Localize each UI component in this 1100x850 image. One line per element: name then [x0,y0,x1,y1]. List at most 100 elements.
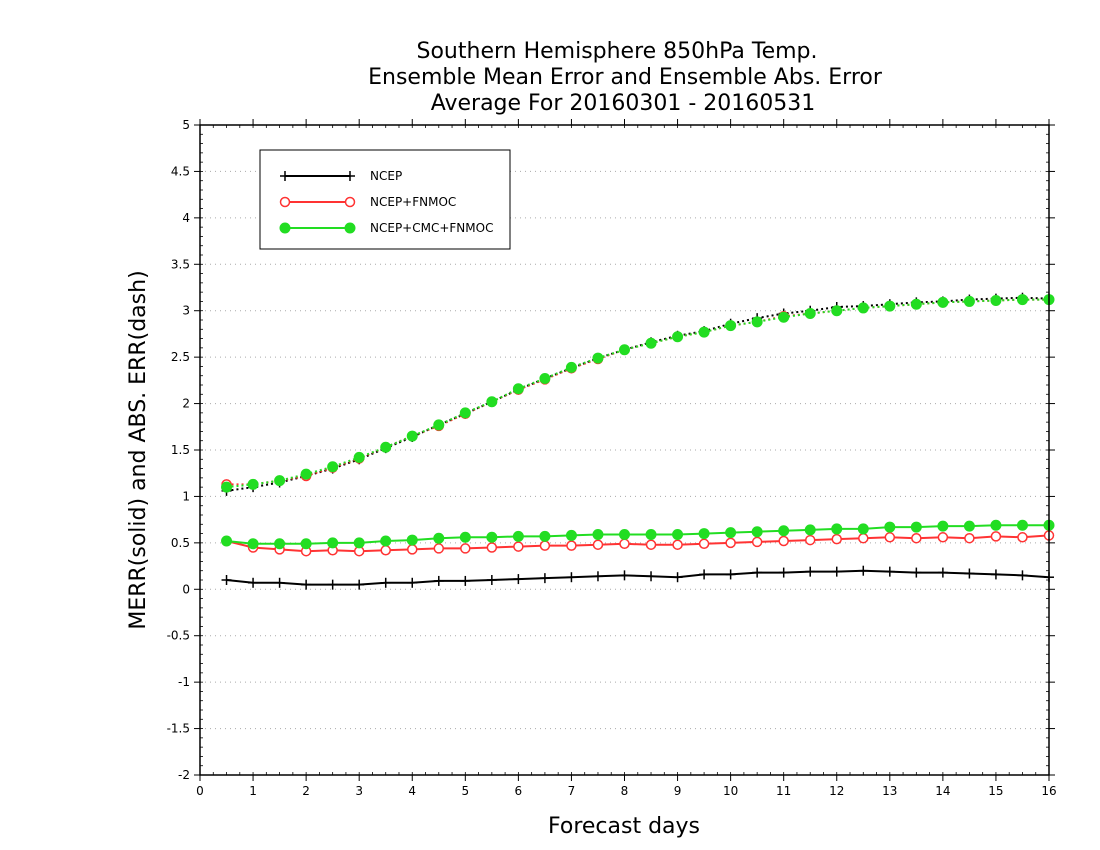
merr-point [380,545,391,556]
merr-point [1016,519,1028,531]
merr-point [592,571,603,582]
merr-point [539,540,551,551]
x-tick-label: 4 [408,784,416,798]
legend-item: NCEP [280,169,402,183]
merr-point [1017,532,1028,543]
legend-box [259,149,511,250]
merr-point [672,539,683,550]
legend-item: NCEP+CMC+FNMOC [279,221,493,235]
merr-point [698,528,710,540]
merr-line [226,524,1049,545]
abs-err-point [433,419,445,431]
x-tick-label: 13 [882,784,897,798]
abs-err-point [406,430,418,442]
x-tick-label: 6 [515,784,523,798]
legend-marker [279,222,291,234]
merr-point [884,566,895,577]
merr-point [858,565,869,576]
merr-point [486,531,498,543]
merr-point [672,572,683,583]
merr-point [645,539,657,550]
merr-point [804,534,816,546]
merr-point [725,527,737,539]
abs-err-point [512,383,524,395]
abs-err-point [857,302,869,314]
merr-point [539,530,551,542]
legend-items: NCEP NCEP+FNMOC NCEP+CMC+FNMOC [279,169,493,235]
merr-point [990,531,1002,542]
plot-frame [199,124,1050,776]
merr-point [486,575,497,585]
merr-point [433,543,445,554]
merr-point [565,529,577,541]
x-tick-label: 8 [621,784,629,798]
merr-point [778,535,789,547]
merr-point [805,566,816,577]
y-axis-label: MERR(solid) and ABS. ERR(dash) [126,270,151,629]
merr-point [327,537,339,549]
merr-point [354,579,365,590]
merr-point [937,532,949,543]
merr-point [248,577,259,588]
x-tick-label: 10 [723,784,738,798]
x-tick-label: 12 [829,784,844,798]
merr-point [539,573,550,584]
legend-label: NCEP+FNMOC [370,195,456,209]
abs-err-point [804,308,816,319]
merr-point [433,532,445,544]
abs-err-point [751,316,763,328]
abs-err-point [353,451,365,463]
merr-point [512,530,524,542]
y-tick-label: 1.5 [171,443,190,457]
merr-point [911,532,922,544]
merr-point [778,525,790,537]
merr-point [672,529,684,540]
x-tick-label: 5 [461,784,469,798]
title-line-2: Ensemble Mean Error and Ensemble Abs. Er… [368,65,883,90]
merr-point [619,538,630,550]
y-tick-label: -0.5 [167,629,190,643]
y-tick-label: 4 [182,211,190,225]
title-line-3: Average For 20160301 - 20160531 [431,91,816,116]
merr-point [937,520,949,532]
x-tick-label: 2 [302,784,310,798]
abs-err-point [1016,294,1028,306]
y-tick-label: 4.5 [171,164,190,178]
merr-point [327,579,338,590]
merr-line [226,569,1050,586]
y-tick-label: 2.5 [171,350,190,364]
abs-err-point [486,396,498,408]
merr-point [645,529,657,540]
grid-lines [200,170,1049,730]
merr-point [752,567,763,578]
merr-point [221,535,233,547]
merr-point [274,577,285,588]
merr-point [910,521,922,533]
merr-point [459,531,471,543]
chart-title: Southern Hemisphere 850hPa Temp. Ensembl… [368,39,883,116]
merr-point [884,532,896,543]
merr-point [831,566,842,577]
title-line-1: Southern Hemisphere 850hPa Temp. [417,39,818,64]
x-tick-label: 11 [776,784,791,798]
merr-point [592,539,604,550]
y-tick-label: 5 [182,118,190,132]
series-layer [221,292,1055,590]
axis-ticks: -2-1.5-1-0.500.511.522.533.544.550 1 2 3 4 5 6… [167,118,1057,798]
merr-point [831,523,843,535]
legend-marker [279,196,291,208]
abs-err-point [300,468,312,480]
merr-point [460,543,471,554]
merr-point [274,538,286,550]
merr-point [698,538,710,550]
abs-err-point [778,311,790,323]
merr-point [513,541,524,552]
x-axis-label: Forecast days [548,814,700,839]
merr-point [725,569,736,580]
legend-label: NCEP+CMC+FNMOC [370,221,493,235]
abs-err-line [226,298,1049,489]
x-tick-label: 1 [249,784,257,798]
x-tick-label: 14 [935,784,950,798]
abs-err-point [592,352,604,364]
merr-point [725,537,736,549]
